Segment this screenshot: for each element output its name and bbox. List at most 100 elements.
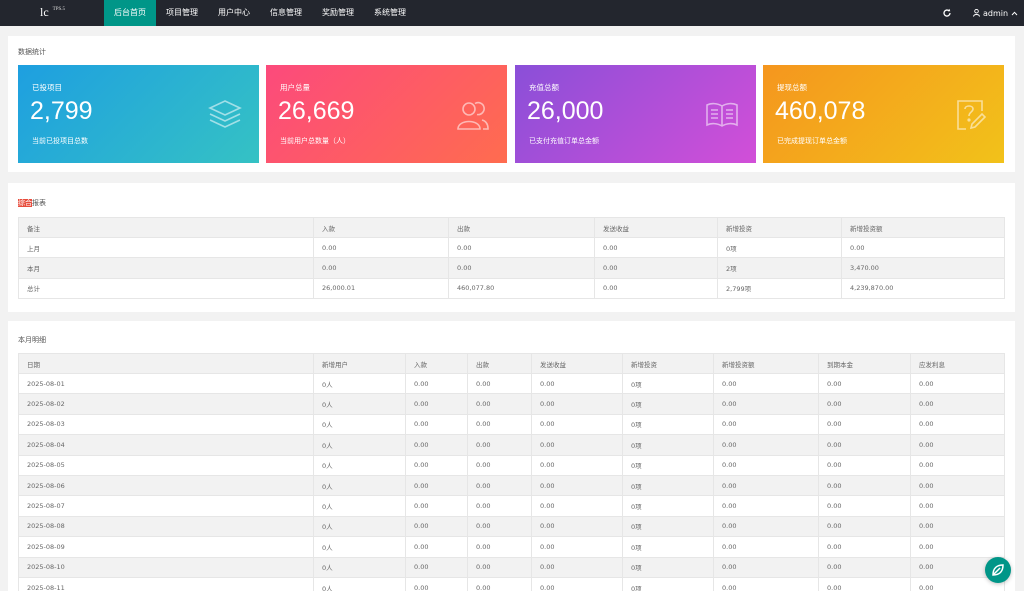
table-header-row: 备注 入款 出款 发送收益 新增投资 新增投资额 [18,217,1005,238]
table-cell: 0人 [313,393,406,415]
table-cell: 0项 [622,454,714,476]
table-cell: 0.00 [405,372,468,395]
table-row: 2025-08-08 0人 0.00 0.00 0.00 0项 0.00 0.00 0.00 [18,515,1005,538]
table-cell: 0.00 [910,576,1005,591]
table-cell: 本月 [18,257,314,279]
table-cell: 0.00 [467,536,532,558]
report-title-rest: 报表 [32,199,46,207]
table-cell: 0.00 [713,393,819,415]
app-logo[interactable]: lc TPS.5 [40,5,65,20]
column-header: 到期本金 [818,353,911,374]
table-cell: 26,000.01 [313,277,449,300]
table-cell: 0.00 [467,434,532,456]
help-edit-icon [957,100,987,130]
nav-item-home[interactable]: 后台首页 [104,0,156,26]
table-cell: 0.00 [405,536,468,558]
book-icon [706,102,738,127]
table-cell: 0.00 [405,413,468,436]
table-row: 2025-08-01 0人 0.00 0.00 0.00 0项 0.00 0.00 0.00 [18,372,1005,395]
stat-card-withdraw[interactable]: 提现总额 460,078 已完成提现订单总金额 [763,65,1004,163]
table-cell: 0.00 [531,536,623,558]
table-cell: 0.00 [313,257,449,279]
table-cell: 0.00 [818,474,911,497]
monthly-title: 本月明细 [18,336,46,344]
table-cell: 0人 [313,454,406,476]
stat-label: 提现总额 [777,83,807,92]
table-cell: 0.00 [713,495,819,517]
nav-item-info[interactable]: 信息管理 [270,8,302,17]
table-cell: 2025-08-04 [18,434,314,456]
table-cell: 0.00 [713,576,819,591]
table-cell: 上月 [18,236,314,259]
column-header: 发送收益 [531,353,623,374]
table-cell: 0.00 [818,515,911,538]
table-cell: 0.00 [594,277,718,300]
monthly-table: 日期 新增用户 入款 出款 发送收益 新增投资 新增投资额 到期本金 应发利息 2025-08-… [18,353,1005,591]
table-cell: 0.00 [467,556,532,578]
table-row: 2025-08-04 0人 0.00 0.00 0.00 0项 0.00 0.00 0.00 [18,434,1005,456]
stat-card-users[interactable]: 用户总量 26,669 当前用户总数量（人） [266,65,507,163]
table-cell: 0项 [622,393,714,415]
top-header: lc TPS.5 后台首页 项目管理 用户中心 信息管理 奖励管理 系统管理 ad… [0,0,1024,26]
float-action-button[interactable] [985,557,1011,583]
nav-item-rewards[interactable]: 奖励管理 [322,8,354,17]
table-cell: 0.00 [467,495,532,517]
nav-item-users[interactable]: 用户中心 [218,8,250,17]
table-cell: 0.00 [531,556,623,578]
stat-value: 26,669 [278,97,355,125]
table-cell: 0.00 [818,536,911,558]
table-cell: 0.00 [818,556,911,578]
table-cell: 0.00 [405,576,468,591]
table-cell: 0.00 [405,515,468,538]
table-cell: 0.00 [910,556,1005,578]
table-cell: 0.00 [818,454,911,476]
table-cell: 0.00 [467,393,532,415]
stat-desc: 当前已投项目总数 [32,137,88,145]
table-cell: 0.00 [818,393,911,415]
table-cell: 0.00 [910,495,1005,517]
table-cell: 2025-08-07 [18,495,314,517]
report-panel: 综合报表 备注 入款 出款 发送收益 新增投资 新增投资额 上月 0.00 0.00 0.00 0… [8,183,1015,312]
table-cell: 0人 [313,576,406,591]
table-cell: 0.00 [818,576,911,591]
monthly-panel: 本月明细 日期 新增用户 入款 出款 发送收益 新增投资 新增投资额 到期本金 应发利息 202… [8,321,1015,591]
table-cell: 0.00 [713,372,819,395]
table-cell: 0.00 [910,434,1005,456]
logo-badge: TPS.5 [52,7,66,12]
nav-item-projects[interactable]: 项目管理 [166,8,198,17]
table-cell: 0.00 [467,576,532,591]
chevron-up-icon [1011,11,1018,15]
table-cell: 0项 [622,556,714,578]
table-cell: 0.00 [910,454,1005,476]
report-title: 综合报表 [18,198,46,208]
table-cell: 460,077.80 [448,277,595,300]
column-header: 备注 [18,217,314,238]
column-header: 发送收益 [594,217,718,238]
stat-card-recharge[interactable]: 充值总额 26,000 已支付充值订单总金额 [515,65,756,163]
main-nav: 后台首页 项目管理 用户中心 信息管理 奖励管理 系统管理 [104,0,416,26]
table-cell: 0.00 [467,515,532,538]
table-cell: 0.00 [467,413,532,436]
column-header: 入款 [313,217,449,238]
stat-card-projects[interactable]: 已投项目 2,799 当前已投项目总数 [18,65,259,163]
table-row: 上月 0.00 0.00 0.00 0项 0.00 [18,236,1005,259]
table-row: 2025-08-05 0人 0.00 0.00 0.00 0项 0.00 0.00 0.00 [18,454,1005,476]
refresh-icon[interactable] [942,8,952,18]
table-cell: 总计 [18,277,314,300]
column-header: 新增投资 [717,217,842,238]
nav-item-system[interactable]: 系统管理 [374,8,406,17]
table-cell: 2,799项 [717,277,842,300]
table-cell: 0.00 [841,236,1005,259]
table-cell: 0.00 [531,434,623,456]
report-title-highlight: 综合 [18,199,32,207]
table-cell: 2项 [717,257,842,279]
table-cell: 0.00 [818,413,911,436]
user-menu[interactable]: admin [973,0,1018,26]
table-cell: 0.00 [531,372,623,395]
table-cell: 0.00 [713,474,819,497]
column-header: 新增投资额 [841,217,1005,238]
table-row: 2025-08-10 0人 0.00 0.00 0.00 0项 0.00 0.00 0.00 [18,556,1005,578]
table-cell: 0.00 [531,393,623,415]
stat-label: 用户总量 [280,83,310,92]
table-cell: 0人 [313,372,406,395]
